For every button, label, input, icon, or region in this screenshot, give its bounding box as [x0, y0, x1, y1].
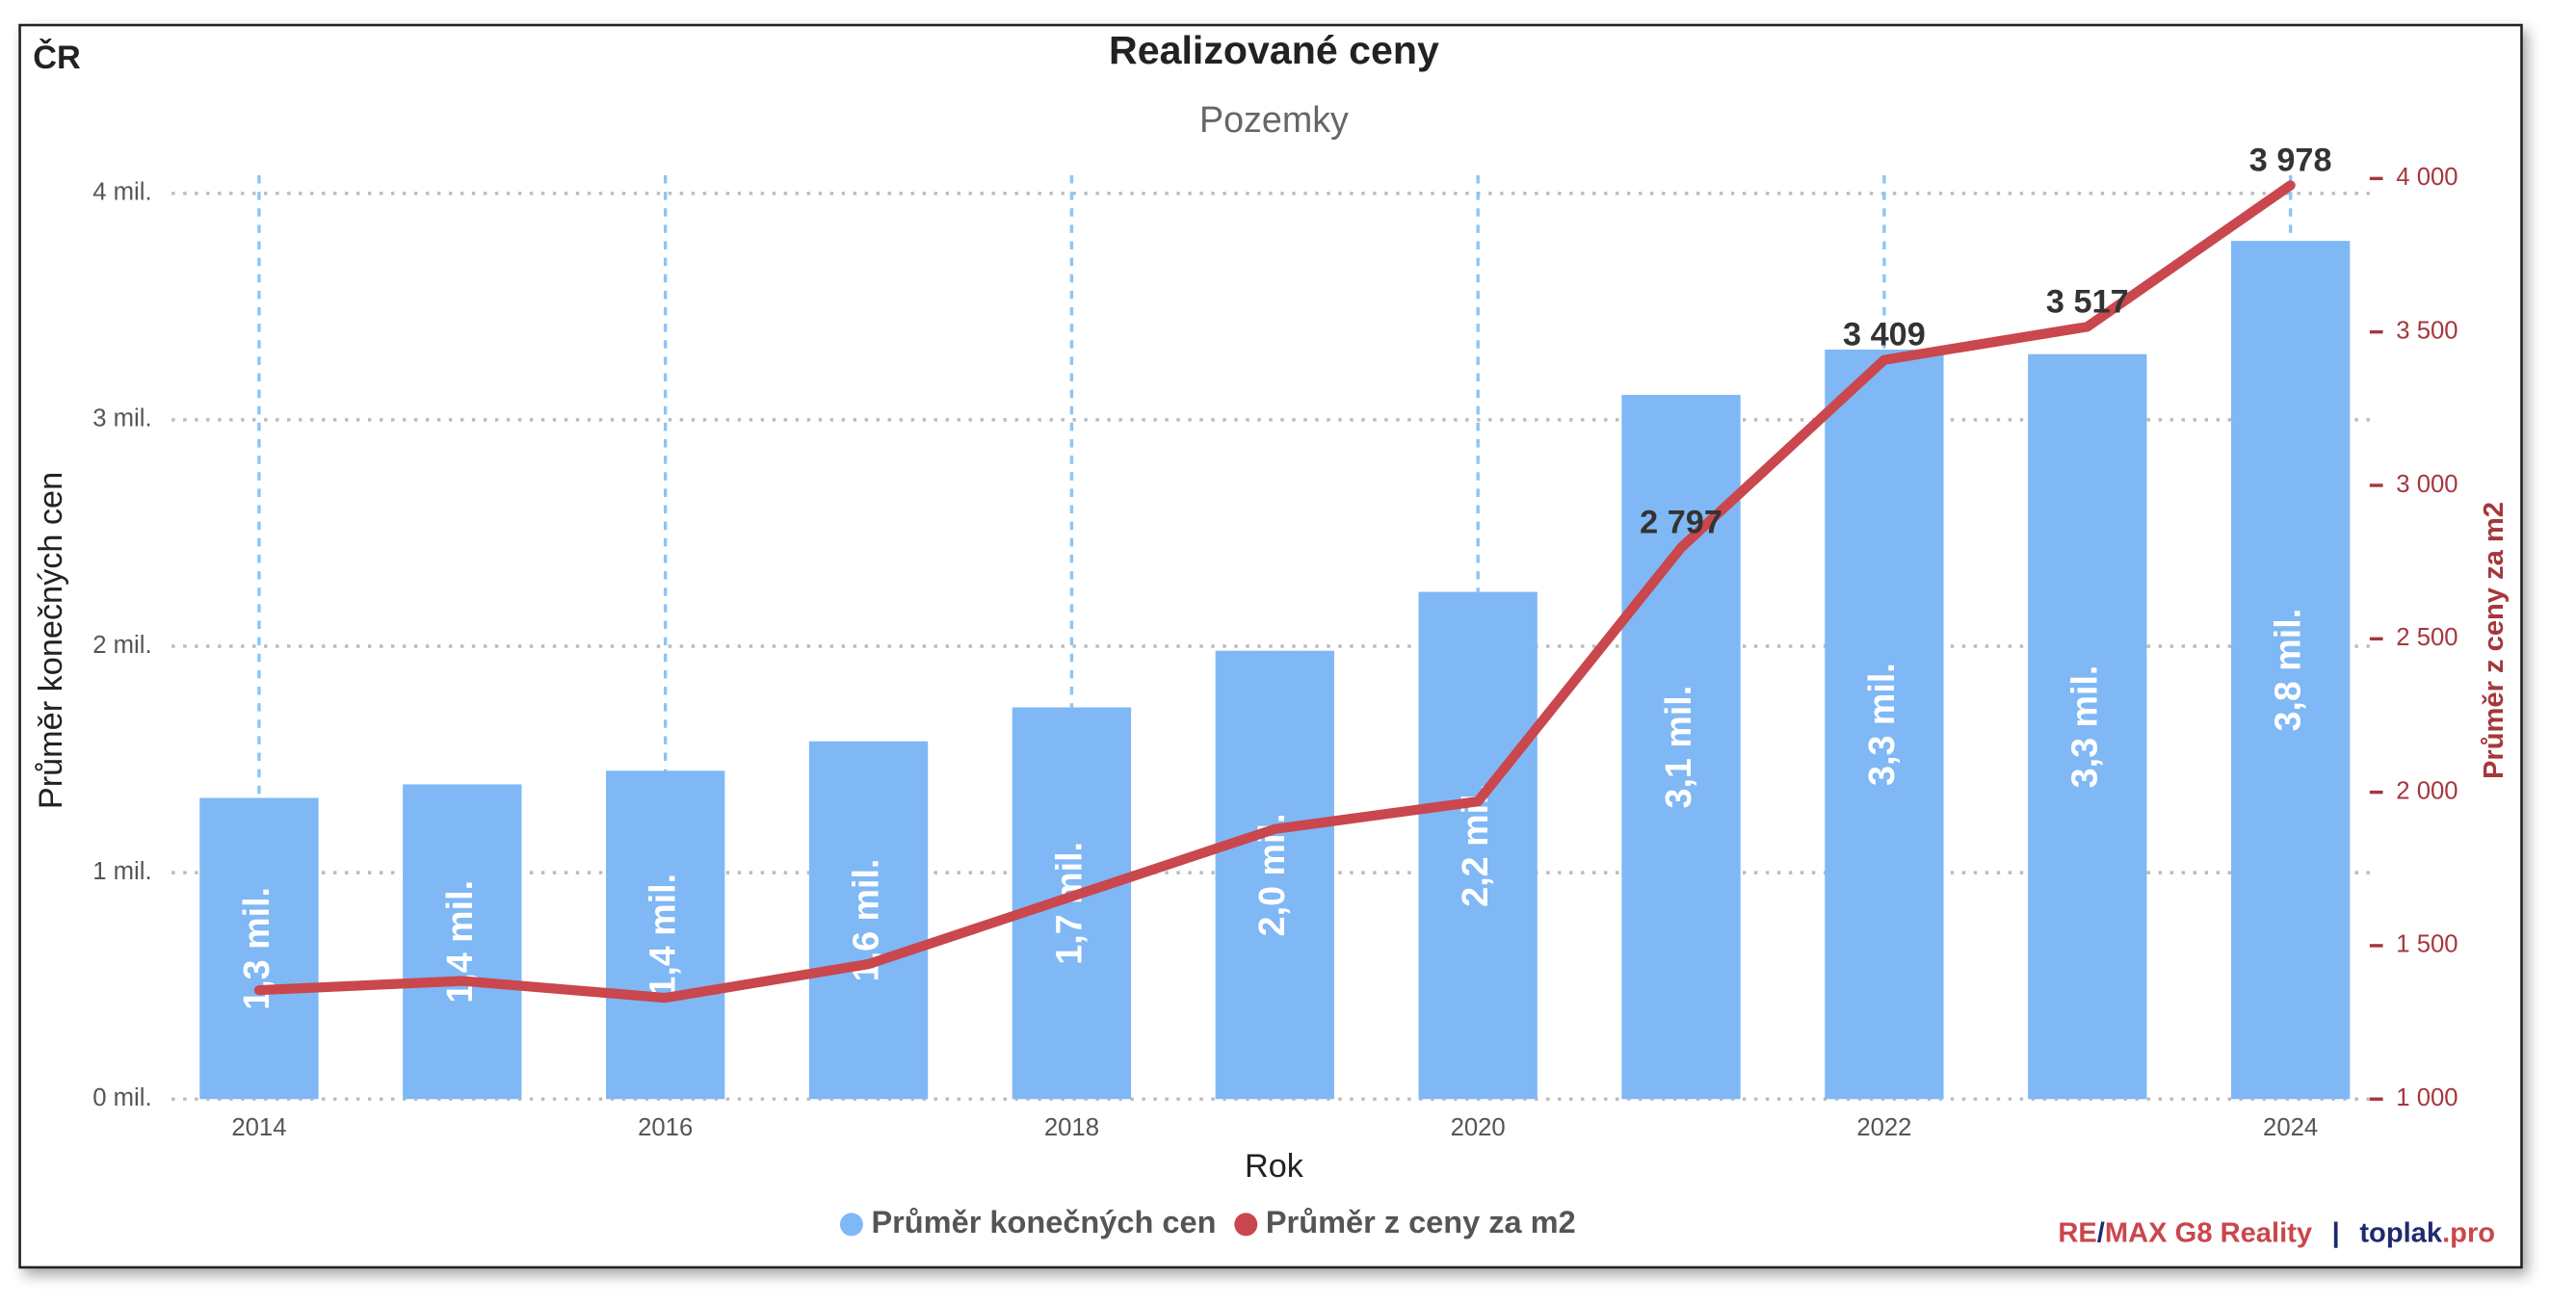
bar-value-label: 3,1 mil.	[1658, 686, 1698, 809]
footer: RE/MAX G8 Reality | toplak.pro	[2058, 1217, 2495, 1248]
y2-tick-label: 3 500	[2396, 317, 2458, 344]
bar	[1012, 707, 1132, 1100]
bar	[2230, 241, 2351, 1100]
y-tick-label: 4 mil.	[92, 179, 151, 206]
legend-label: Průměr konečných cen	[871, 1205, 1216, 1239]
bar-value-label: 3,3 mil.	[1861, 663, 1902, 786]
footer-part: |	[2332, 1217, 2340, 1248]
x-tick-label: 2020	[1451, 1114, 1506, 1141]
x-tick-label: 2022	[1856, 1114, 1911, 1141]
bar	[1215, 650, 1334, 1100]
y2-tick-label: 4 000	[2396, 164, 2458, 191]
bar-value-label: 1,4 mil.	[643, 874, 683, 997]
footer-part: MAX G8 Reality	[2105, 1217, 2313, 1248]
x-axis-label: Rok	[1245, 1148, 1304, 1185]
footer-part: RE	[2058, 1217, 2096, 1248]
y2-tick-label: 2 000	[2396, 777, 2458, 804]
y2-tick-label: 3 000	[2396, 471, 2458, 498]
legend-marker	[839, 1213, 863, 1237]
y-tick-label: 0 mil.	[92, 1084, 151, 1111]
corner-label: ČR	[33, 38, 81, 76]
y2-tick-label: 1 000	[2396, 1084, 2458, 1111]
x-tick-label: 2018	[1044, 1114, 1099, 1141]
bar-value-label: 3,8 mil.	[2268, 609, 2308, 732]
bar	[403, 784, 522, 1100]
y-axis-label: Průměr konečných cen	[33, 472, 69, 809]
line-value-label: 3 978	[2249, 142, 2332, 178]
footer-part: .pro	[2442, 1217, 2495, 1248]
bar	[1418, 591, 1538, 1100]
bar-value-label: 3,3 mil.	[2064, 665, 2105, 789]
line-value-label: 2 797	[1640, 505, 1722, 541]
bar	[606, 770, 725, 1100]
footer-part: toplak	[2359, 1217, 2443, 1248]
legend-marker	[1234, 1213, 1258, 1237]
y2-axis-label: Průměr z ceny za m2	[2479, 502, 2510, 779]
y2-tick-label: 2 500	[2396, 624, 2458, 651]
x-tick-label: 2014	[231, 1114, 286, 1141]
legend-label: Průměr z ceny za m2	[1266, 1205, 1576, 1239]
bar	[199, 797, 319, 1100]
chart-title: Realizované ceny	[1109, 28, 1439, 72]
chart-subtitle: Pozemky	[1199, 99, 1349, 140]
bar	[1825, 350, 1944, 1100]
y-tick-label: 2 mil.	[92, 632, 151, 659]
x-tick-label: 2024	[2263, 1114, 2318, 1141]
y2-tick-label: 1 500	[2396, 931, 2458, 958]
line-value-label: 3 517	[2046, 283, 2129, 320]
y-tick-label: 1 mil.	[92, 858, 151, 885]
y-tick-label: 3 mil.	[92, 405, 151, 432]
line	[253, 180, 2296, 1004]
bar	[808, 741, 929, 1100]
x-tick-label: 2016	[638, 1114, 693, 1141]
bar	[2028, 353, 2147, 1100]
footer-part: /	[2097, 1217, 2105, 1248]
line-value-label: 3 409	[1843, 317, 1926, 353]
